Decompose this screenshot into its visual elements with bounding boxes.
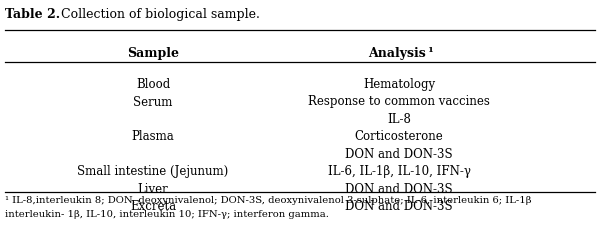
Text: IL-6, IL-1β, IL-10, IFN-γ: IL-6, IL-1β, IL-10, IFN-γ <box>328 165 470 178</box>
Text: 1: 1 <box>427 46 433 54</box>
Text: DON and DON-3S: DON and DON-3S <box>345 200 453 214</box>
Text: Plasma: Plasma <box>131 131 175 143</box>
Text: IL-8: IL-8 <box>387 113 411 126</box>
Text: DON and DON-3S: DON and DON-3S <box>345 148 453 161</box>
Text: Corticosterone: Corticosterone <box>355 131 443 143</box>
Text: interleukin- 1β, IL-10, interleukin 10; IFN-γ; interferon gamma.: interleukin- 1β, IL-10, interleukin 10; … <box>5 210 329 219</box>
Text: Collection of biological sample.: Collection of biological sample. <box>57 8 260 21</box>
Text: Liver: Liver <box>137 183 169 196</box>
Text: Table 2.: Table 2. <box>5 8 60 21</box>
Text: DON and DON-3S: DON and DON-3S <box>345 183 453 196</box>
Text: Excreta: Excreta <box>130 200 176 214</box>
Text: ¹ IL-8,interleukin 8; DON, deoxynivalenol; DON-3S, deoxynivalenol 3-sulphate; IL: ¹ IL-8,interleukin 8; DON, deoxynivaleno… <box>5 196 532 205</box>
Text: Small intestine (Jejunum): Small intestine (Jejunum) <box>77 165 229 178</box>
Text: Serum: Serum <box>133 96 173 109</box>
Text: Blood: Blood <box>136 78 170 91</box>
Text: Sample: Sample <box>127 47 179 60</box>
Text: Response to common vaccines: Response to common vaccines <box>308 96 490 109</box>
Text: Analysis: Analysis <box>368 47 430 60</box>
Text: Hematology: Hematology <box>363 78 435 91</box>
